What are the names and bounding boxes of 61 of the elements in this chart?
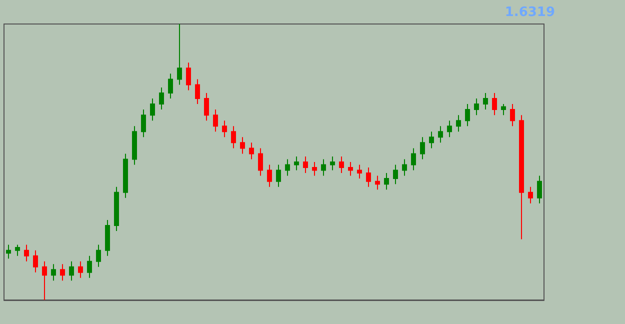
- candlestick: [339, 156, 344, 174]
- candlestick: [267, 164, 272, 188]
- candlestick: [501, 104, 506, 116]
- candlestick: [258, 148, 263, 176]
- candlestick: [24, 244, 29, 262]
- candlestick: [420, 136, 425, 160]
- candlestick: [528, 186, 533, 204]
- candlestick: [411, 148, 416, 171]
- candlestick: [402, 158, 407, 176]
- candlestick: [195, 78, 200, 105]
- candlestick: [366, 167, 371, 188]
- candlestick: [303, 156, 308, 174]
- candlestick: [438, 126, 443, 144]
- candlestick: [123, 153, 128, 198]
- text: 1.6319: [504, 5, 556, 20]
- candlestick: [447, 120, 452, 138]
- candlestick: [204, 92, 209, 122]
- candlestick: [105, 219, 110, 256]
- candlestick: [78, 260, 83, 278]
- candlestick: [330, 156, 335, 171]
- candlestick: [510, 104, 515, 127]
- candlestick: [249, 142, 254, 160]
- candlestick: [69, 260, 74, 282]
- candlestick: [456, 114, 461, 132]
- candlestick: [348, 162, 353, 176]
- candlestick: [33, 250, 38, 273]
- candlestick: [168, 73, 173, 100]
- candlestick: [150, 98, 155, 122]
- candlestick: [51, 264, 56, 282]
- candlestick: [231, 126, 236, 149]
- candlestick: [492, 92, 497, 116]
- candlestick: [483, 92, 488, 110]
- candlestick: [537, 175, 542, 204]
- candlestick: [294, 156, 299, 171]
- candlestick: [186, 62, 191, 91]
- candlestick: [375, 175, 380, 190]
- candlestick: [240, 136, 245, 154]
- candlestick: [87, 255, 92, 278]
- candlestick: [519, 114, 524, 240]
- candlestick: [114, 186, 119, 232]
- candlestick: [96, 244, 101, 268]
- candlestick: [465, 104, 470, 127]
- candlestick: [15, 244, 20, 256]
- candlestick: [177, 24, 182, 86]
- candlestick: [6, 244, 11, 260]
- candlestick: [321, 158, 326, 176]
- candlestick: [357, 164, 362, 180]
- candlestick: [474, 98, 479, 116]
- candlestick: [285, 158, 290, 176]
- candlestick: [60, 264, 65, 282]
- candlestick: [141, 109, 146, 138]
- candlestick: [42, 260, 47, 300]
- candlestick: [159, 86, 164, 110]
- candlestick: [132, 126, 137, 166]
- candlestick: [276, 164, 281, 188]
- candlestick: [429, 131, 434, 149]
- candlestick: [384, 172, 389, 190]
- candlestick: [213, 109, 218, 132]
- candlestick: [312, 162, 317, 176]
- candlestick: [393, 164, 398, 185]
- candlestick: [222, 120, 227, 138]
